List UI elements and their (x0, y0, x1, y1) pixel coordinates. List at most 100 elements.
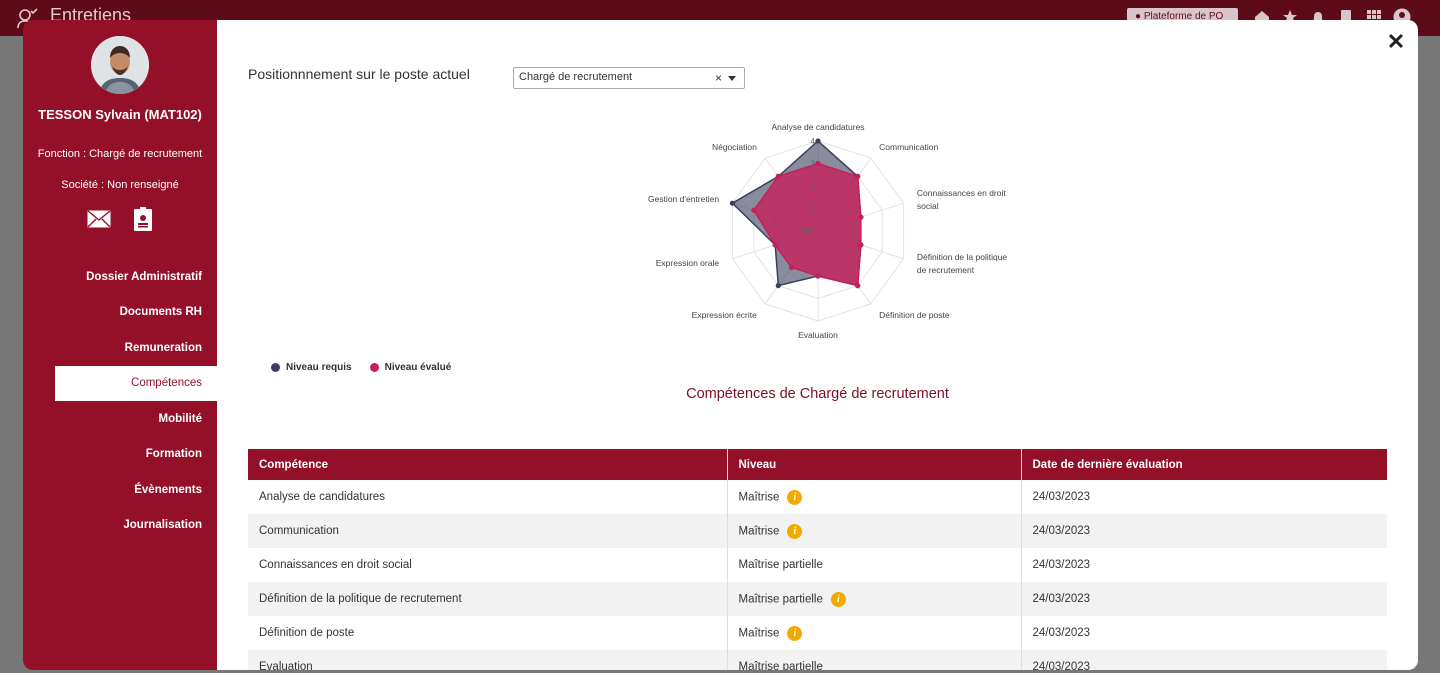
legend-item-requis[interactable]: Niveau requis (271, 362, 352, 373)
legend-item-evalue[interactable]: Niveau évalué (369, 362, 452, 373)
radar-grid-ring (753, 162, 883, 300)
radar-point-requis (775, 283, 781, 289)
cell-date: 24/03/2023 (1021, 650, 1387, 670)
avatar (91, 36, 149, 94)
nav-documents-rh[interactable]: Documents RH (119, 306, 202, 319)
table-row: Définition de la politique de recrutemen… (248, 582, 1387, 616)
cell-competence: Connaissances en droit social (259, 559, 412, 571)
column-header-competence[interactable]: Compétence (248, 449, 727, 480)
radar-category-label: Définition de la politique de recrutement (917, 252, 1008, 275)
radar-axis-line (764, 230, 819, 305)
cell-competence: Evaluation (248, 650, 727, 670)
cell-niveau: Maîtrise partielle (726, 548, 1022, 582)
chevron-down-icon[interactable] (728, 76, 736, 81)
radar-category-label: Evaluation (798, 330, 838, 340)
table-row: Connaissances en droit social Maîtrise p… (248, 548, 1387, 582)
radar-point-evalue (815, 160, 821, 167)
radar-point-evalue (775, 173, 781, 179)
legend-label-requis: Niveau requis (286, 362, 352, 373)
radar-point-evalue (815, 273, 821, 279)
niveau-label: Maîtrise partielle (738, 593, 823, 606)
column-header-date[interactable]: Date de dernière évaluation (1021, 449, 1387, 480)
cell-niveau: Maîtrise i (726, 616, 1022, 650)
radar-category-label: Définition de poste (879, 310, 950, 320)
nav-competences[interactable]: Compétences (55, 365, 217, 401)
profile-nav: Dossier Administratif Documents RH Remun… (23, 259, 217, 543)
cell-competence: Définition de poste (259, 627, 355, 639)
employee-name: TESSON Sylvain (MAT102) (38, 107, 202, 122)
clear-icon[interactable]: × (714, 71, 722, 85)
radar-axis-line (817, 230, 872, 305)
platform-label: Plateforme de PO (1143, 11, 1224, 22)
radar-point-requis (815, 138, 821, 144)
radar-point-requis (775, 173, 781, 179)
section-title: Compétences de Chargé de recrutement (686, 386, 949, 402)
cell-niveau: Maîtrise i (726, 514, 1022, 548)
radar-category-label: Communication (879, 142, 938, 152)
radar-point-evalue (855, 283, 861, 289)
radar-axis-line (817, 202, 904, 232)
cell-date: 24/03/2023 (1032, 491, 1091, 503)
niveau-label: Maîtrise partielle (738, 661, 823, 670)
contact-card-icon[interactable] (131, 207, 155, 231)
info-icon[interactable]: i (787, 489, 803, 505)
radar-point-requis (815, 273, 821, 279)
info-icon[interactable]: i (787, 625, 803, 641)
cell-date: 24/03/2023 (1021, 514, 1387, 548)
cell-niveau: Maîtrise i (726, 480, 1022, 514)
competences-table: Compétence Niveau Date de dernière évalu… (248, 449, 1387, 670)
radar-point-evalue (751, 207, 757, 213)
legend-dot-requis (271, 363, 280, 372)
location-pin-icon: ● (1135, 11, 1142, 22)
column-header-niveau[interactable]: Niveau (726, 449, 1022, 480)
employee-function: Fonction : Chargé de recrutement (37, 148, 203, 160)
radar-point-evalue (858, 214, 864, 220)
radar-tick-label: 3 (811, 160, 816, 169)
radar-axis-line (764, 157, 819, 232)
employee-company: Société : Non renseigné (61, 179, 179, 191)
nav-mobilite[interactable]: Mobilité (158, 412, 202, 425)
star-icon[interactable] (1280, 7, 1300, 27)
radar-tick-label: 1 (811, 205, 816, 214)
radar-category-label: Négociation (712, 142, 757, 152)
radar-point-requis (729, 200, 736, 206)
radar-category-label: Analyse de candidatures (771, 122, 864, 132)
nav-dossier-administratif[interactable]: Dossier Administratif (86, 270, 202, 283)
nav-formation[interactable]: Formation (145, 448, 202, 461)
nav-evenements[interactable]: Évènements (134, 483, 202, 496)
radar-category-label: Connaissances en droit social (917, 188, 1006, 211)
radar-category-label: Expression orale (656, 258, 720, 268)
profile-sidebar: TESSON Sylvain (MAT102) Fonction : Charg… (23, 20, 217, 670)
radar-point-requis (858, 214, 864, 220)
radar-axis-line (732, 230, 819, 260)
cell-date: 24/03/2023 (1032, 559, 1091, 571)
info-icon[interactable]: i (830, 591, 846, 607)
position-select[interactable]: Chargé de recrutement × (513, 67, 745, 89)
nav-journalisation[interactable]: Journalisation (123, 519, 202, 532)
close-icon[interactable]: ✕ (1386, 29, 1406, 54)
position-label: Positionnnement sur le poste actuel (248, 66, 470, 82)
radar-tick-label: N/A (802, 227, 816, 236)
radar-axis-line (817, 230, 904, 260)
legend-dot-evalue (369, 363, 379, 372)
radar-grid-ring (774, 185, 862, 277)
radar-point-evalue (858, 242, 864, 248)
cell-date: 24/03/2023 (1021, 582, 1387, 616)
chart-legend: Niveau requis Niveau évalué (271, 362, 451, 373)
niveau-label: Maîtrise (738, 491, 780, 504)
info-icon[interactable]: i (787, 523, 803, 539)
niveau-label: Maîtrise (738, 627, 780, 640)
niveau-label: Maîtrise partielle (738, 559, 823, 571)
radar-grid-ring (796, 207, 840, 255)
table-row: Communication Maîtrise i 24/03/2023 (248, 514, 1387, 548)
radar-point-requis (772, 242, 778, 248)
radar-grid-ring (731, 140, 905, 322)
legend-label-evalue: Niveau évalué (384, 362, 452, 373)
nav-remuneration[interactable]: Remuneration (124, 341, 202, 354)
mail-icon[interactable] (87, 207, 111, 231)
radar-axis-line (732, 202, 819, 232)
radar-category-label: Expression écrite (692, 310, 757, 320)
radar-point-evalue (855, 173, 861, 179)
cell-competence: Analyse de candidatures (259, 491, 385, 503)
position-select-value: Chargé de recrutement (519, 71, 633, 83)
